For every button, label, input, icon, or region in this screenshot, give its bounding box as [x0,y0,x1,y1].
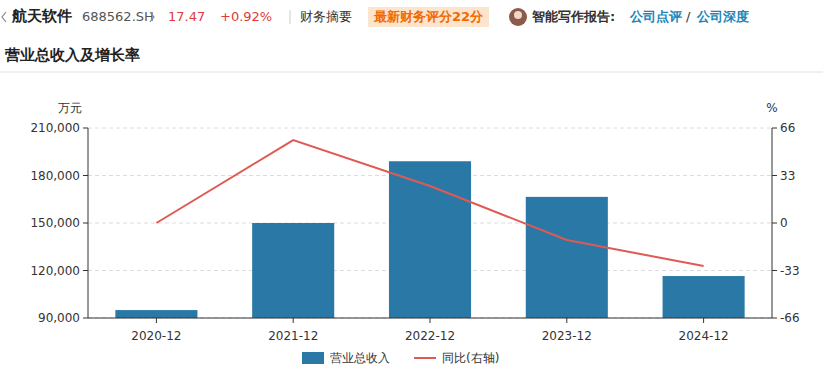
bar [115,310,197,318]
header-divider [290,10,291,24]
tick-mark [83,270,88,271]
y-tick-label: 150,000 [30,216,80,230]
stock-code: 688562.SH [82,8,154,26]
legend-label: 同比(右轴) [442,351,499,365]
y-tick-label: 90,000 [38,311,80,325]
bar [526,197,608,318]
legend-swatch [414,357,436,359]
stock-price: 17.47 [168,8,205,26]
legend-label: 营业总收入 [330,351,390,365]
tick-mark [83,318,88,319]
tick-mark [772,318,777,319]
report-label: 智能写作报告: [532,8,615,26]
x-tick-label: 2022-12 [405,329,455,343]
chart-svg: 90,000 120,000 150,000 180,000 210,000 -66 -33… [0,0,823,383]
chevron-icon [150,12,154,22]
x-tick-label: 2024-12 [679,329,729,343]
y-tick-label: 210,000 [30,121,80,135]
link-separator[interactable]: / [686,8,690,26]
legend-swatch [302,352,324,364]
x-tick-mark [703,318,704,323]
stock-name: 航天软件 [12,7,72,25]
tick-mark [83,128,88,129]
x-tick-label: 2023-12 [542,329,592,343]
score-badge: 最新财务评分22分 [368,7,489,27]
x-tick-mark [566,318,567,323]
tick-mark [772,175,777,176]
report-link[interactable]: 公司点评 [630,8,682,26]
y-tick-label: 120,000 [30,264,80,278]
grid-line [88,128,772,129]
y2-tick-label: -66 [780,311,800,325]
bar [663,276,745,318]
y-axis [88,128,89,318]
x-tick-mark [156,318,157,323]
line [156,140,703,266]
avatar-icon [514,11,522,19]
y2-axis-unit: % [766,101,777,115]
y2-axis [772,128,773,318]
tab-label: 财务摘要 [300,8,352,26]
y2-tick-label: -33 [780,264,800,278]
y2-tick-label: 0 [780,216,788,230]
x-tick-label: 2021-12 [268,329,318,343]
tick-mark [772,128,777,129]
y-tick-label: 180,000 [30,169,80,183]
bar [252,223,334,318]
avatar-icon [509,8,527,26]
y2-tick-label: 33 [780,169,795,183]
tick-mark [83,175,88,176]
report-link[interactable]: 公司深度 [697,8,749,26]
chart-title: 营业总收入及增长率 [5,46,140,64]
y-axis-unit: 万元 [58,101,82,115]
bar [389,161,471,318]
title-divider [0,72,823,73]
x-tick-mark [430,318,431,323]
tick-mark [772,270,777,271]
stock-change: +0.92% [220,8,272,26]
x-tick-label: 2020-12 [131,329,181,343]
back-icon [2,12,6,22]
plot-area [115,140,744,318]
y2-tick-label: 66 [780,121,795,135]
x-tick-mark [293,318,294,323]
tick-mark [83,223,88,224]
tick-mark [772,223,777,224]
